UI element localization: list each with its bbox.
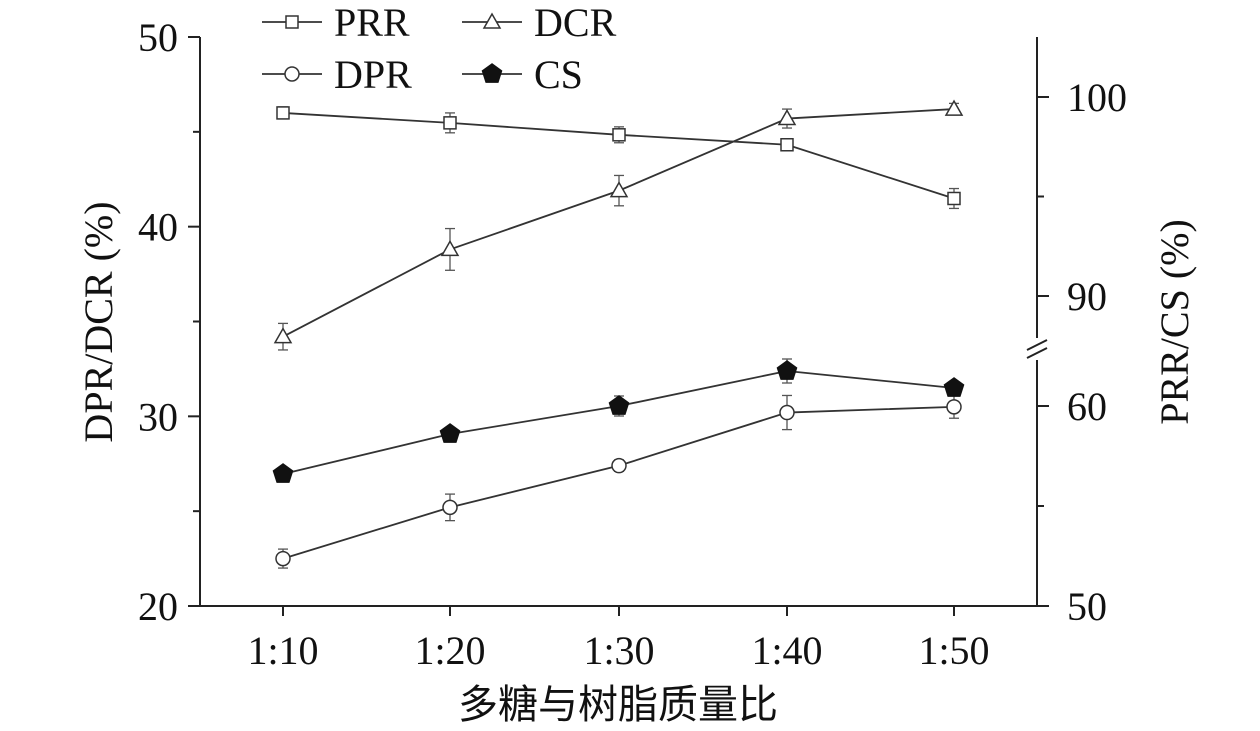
data-point-prr — [443, 116, 457, 130]
x-tick-label: 1:40 — [751, 628, 822, 673]
right-tick-label: 90 — [1067, 274, 1107, 319]
legend-marker — [482, 12, 502, 29]
series-line-dpr — [282, 405, 955, 560]
legend-label: CS — [534, 52, 583, 97]
legend-entry-cs: CS — [462, 52, 583, 97]
series-cs — [272, 358, 965, 483]
data-point-dpr — [275, 550, 291, 567]
x-tick-label: 1:30 — [583, 628, 654, 673]
left-tick-label: 50 — [138, 15, 178, 60]
x-tick-label: 1:20 — [414, 628, 485, 673]
data-point-dcr — [777, 109, 797, 126]
legend-entry-dpr: DPR — [262, 52, 412, 97]
data-point-dpr — [946, 399, 962, 415]
left-tick-label: 20 — [138, 584, 178, 629]
axes: 20 30 40 50 50 60 90 100 1:10 1:20 1:30 1:40 1:50 — [138, 15, 1127, 673]
legend-label: DCR — [534, 0, 617, 45]
left-tick-label: 40 — [138, 205, 178, 250]
axis-break-mark — [1026, 347, 1048, 359]
legend-marker — [481, 63, 503, 83]
right-tick-label: 50 — [1067, 584, 1107, 629]
right-tick-label: 100 — [1067, 75, 1127, 120]
right-tick-label: 60 — [1067, 384, 1107, 429]
data-point-dcr — [273, 327, 293, 344]
data-point-prr — [276, 106, 290, 120]
data-point-prr — [612, 128, 626, 142]
series-prr — [276, 106, 961, 210]
axis-break-mark — [1026, 339, 1048, 351]
data-point-prr — [780, 138, 794, 152]
legend-marker — [284, 66, 300, 82]
legend-label: PRR — [334, 0, 410, 45]
data-point-prr — [947, 191, 961, 206]
data-point-dpr — [442, 499, 458, 516]
legend-label: DPR — [334, 52, 412, 97]
plot-area — [272, 99, 965, 569]
data-point-dcr — [440, 239, 460, 257]
y-axis-label-right: PRR/CS (%) — [1152, 219, 1197, 425]
legend: PRR DCR DPR CS — [262, 0, 617, 97]
data-point-dpr — [611, 457, 627, 474]
y-axis-label-left: DPR/DCR (%) — [76, 201, 121, 442]
data-point-dcr — [944, 99, 964, 116]
legend-marker — [285, 15, 299, 29]
x-tick-label: 1:10 — [247, 628, 318, 673]
data-point-cs — [776, 360, 798, 380]
data-point-dpr — [779, 404, 795, 421]
left-tick-label: 30 — [138, 394, 178, 439]
legend-entry-prr: PRR — [262, 0, 410, 45]
data-point-cs — [272, 463, 294, 483]
data-point-cs — [608, 395, 630, 415]
x-axis-label: 多糖与树脂质量比 — [458, 682, 778, 727]
legend-entry-dcr: DCR — [462, 0, 617, 45]
data-point-dcr — [609, 181, 629, 198]
series-dpr — [275, 394, 962, 569]
data-point-cs — [943, 377, 965, 397]
series-dcr — [273, 99, 964, 351]
x-tick-label: 1:50 — [918, 628, 989, 673]
data-point-cs — [439, 423, 461, 443]
